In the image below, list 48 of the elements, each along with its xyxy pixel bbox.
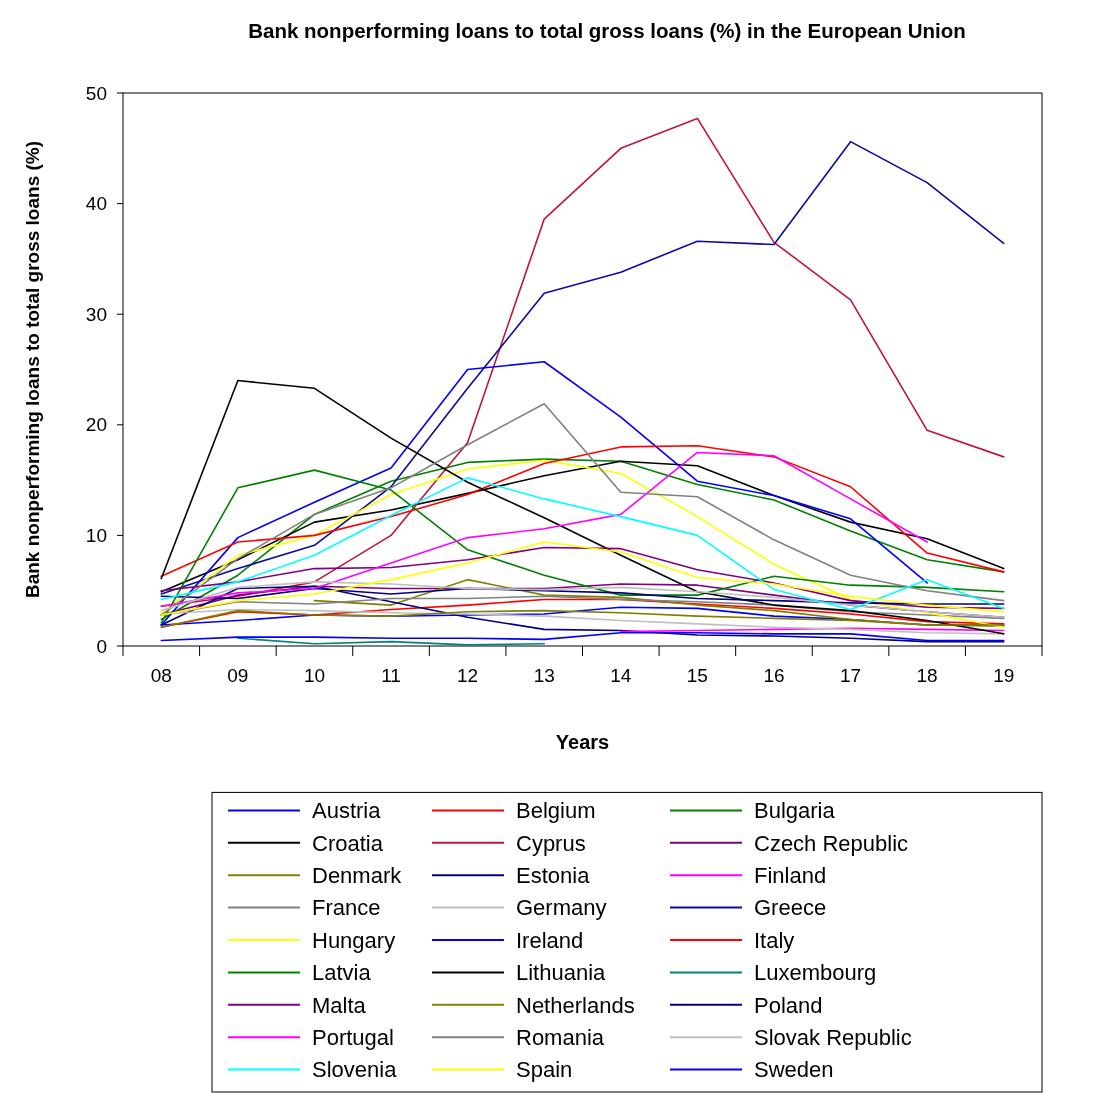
legend-label: Portugal — [312, 1024, 394, 1050]
x-tick-label: 16 — [763, 665, 785, 686]
y-tick-label: 20 — [85, 414, 107, 436]
legend-label: Greece — [754, 895, 827, 921]
legend-label: Italy — [754, 927, 795, 953]
y-tick-label: 30 — [85, 303, 107, 325]
legend-label: Spain — [516, 1057, 573, 1083]
legend-label: Romania — [516, 1024, 605, 1050]
legend-label: Hungary — [312, 927, 396, 953]
y-tick-label: 0 — [96, 635, 107, 657]
legend-label: Belgium — [516, 798, 596, 824]
chart-title: Bank nonperforming loans to total gross loans (%) in the European Union — [248, 19, 966, 42]
x-tick-label: 12 — [457, 665, 479, 686]
legend-label: Croatia — [312, 830, 384, 856]
legend-label: Sweden — [754, 1057, 834, 1083]
legend-label: Austria — [312, 798, 382, 824]
legend-label: Poland — [754, 992, 823, 1018]
x-tick-label: 09 — [227, 665, 249, 686]
y-tick-label: 50 — [85, 82, 107, 104]
legend-label: Luxembourg — [754, 960, 877, 986]
legend-label: Lithuania — [516, 960, 607, 986]
legend-label: Denmark — [312, 862, 403, 888]
x-tick-label: 18 — [916, 665, 938, 686]
x-tick-label: 08 — [150, 665, 172, 686]
x-tick-label: 17 — [839, 665, 862, 686]
legend-label: Finland — [754, 862, 827, 888]
y-axis-title: Bank nonperforming loans to total gross loans (%) — [22, 140, 43, 599]
legend-label: Cyprus — [516, 830, 586, 856]
y-tick-label: 10 — [85, 525, 107, 547]
x-tick-label: 14 — [610, 665, 632, 686]
legend-label: Netherlands — [516, 992, 635, 1018]
x-axis-title: Years — [555, 731, 610, 753]
legend-label: Malta — [312, 992, 367, 1018]
legend-label: Slovak Republic — [754, 1024, 912, 1050]
legend-label: Germany — [516, 895, 607, 921]
x-tick-label: 10 — [303, 665, 326, 686]
legend-label: Bulgaria — [754, 798, 836, 824]
legend-label: Czech Republic — [754, 830, 909, 856]
legend-label: Ireland — [516, 927, 584, 953]
legend-label: France — [312, 895, 381, 921]
x-tick-label: 13 — [533, 665, 555, 686]
legend-label: Slovenia — [312, 1057, 398, 1083]
x-tick-label: 19 — [993, 665, 1015, 686]
x-tick-label: 15 — [686, 665, 708, 686]
legend-label: Latvia — [312, 960, 372, 986]
legend-label: Estonia — [516, 862, 591, 888]
y-tick-label: 40 — [85, 193, 107, 215]
x-tick-label: 11 — [381, 665, 401, 686]
